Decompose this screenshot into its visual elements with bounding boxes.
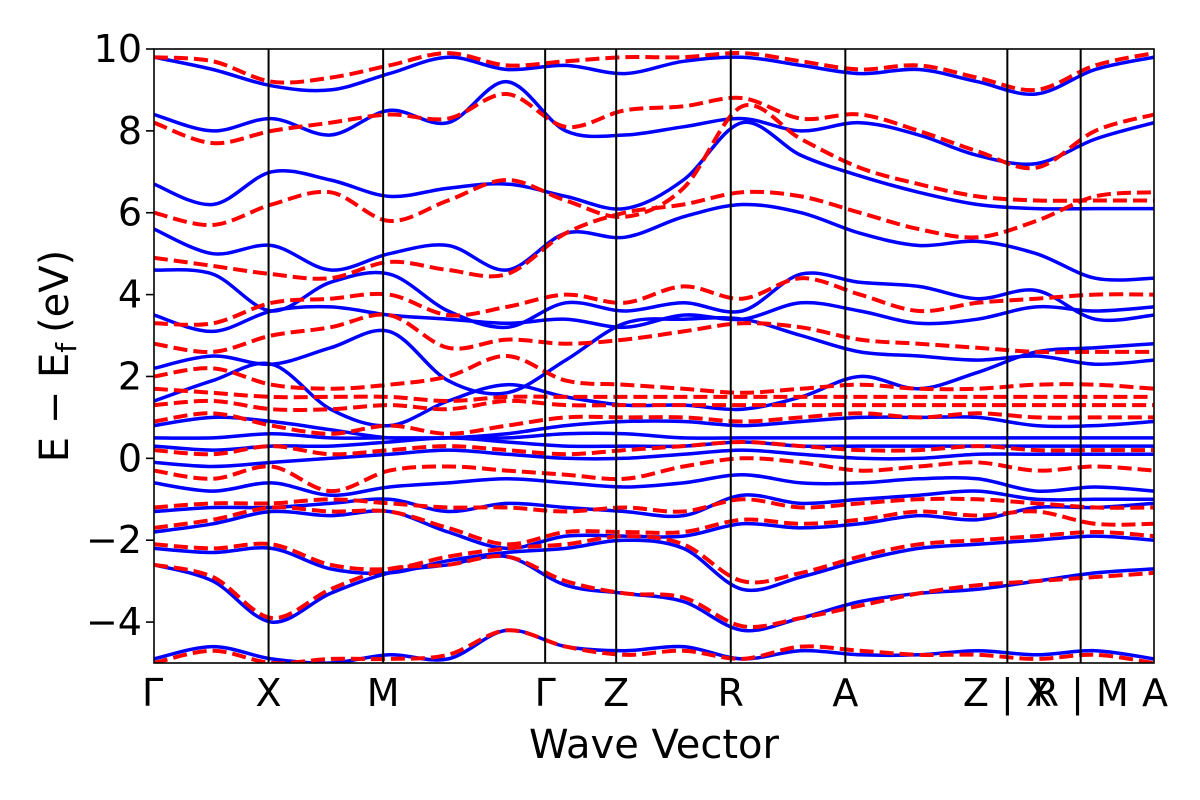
dashed-band-line-0: [154, 628, 1154, 663]
solid-band-line-14: [154, 202, 1154, 282]
y-axis-title-main: E − E: [32, 353, 78, 463]
x-tick-label: M: [367, 671, 400, 715]
y-tick-label: −2: [86, 518, 142, 562]
x-tick-label: Z | X: [963, 671, 1052, 716]
x-tick-label: R | M: [1033, 671, 1129, 716]
dashed-band-line-14: [154, 102, 1154, 228]
plot-area: [154, 51, 1154, 663]
plot-frame: [153, 48, 1155, 664]
x-tick-label: A: [1142, 671, 1168, 715]
y-tick-label: 0: [118, 436, 142, 480]
x-tick-label: A: [832, 671, 858, 715]
dashed-band-line-16: [154, 51, 1154, 93]
solid-band-line-15: [154, 120, 1154, 211]
solid-band-line-8: [154, 431, 1154, 440]
y-axis-title-unit: (eV): [32, 250, 78, 333]
y-axis-title: E − Ef (eV): [32, 250, 83, 463]
solid-band-line-16: [154, 79, 1154, 166]
solid-band-line-6: [154, 448, 1154, 469]
dashed-band-line-13: [154, 189, 1154, 281]
dashed-band-line-12: [154, 276, 1154, 327]
dashed-band-line-10: [154, 353, 1154, 395]
x-tick-label: X: [256, 671, 282, 715]
x-tick-label: Z: [603, 671, 629, 715]
dashed-band-line-3: [154, 505, 1154, 547]
solid-band-line-9: [154, 415, 1154, 441]
dashed-band-line-15: [154, 91, 1154, 171]
solid-band-line-11: [154, 316, 1154, 396]
x-tick-label: R: [718, 671, 744, 715]
dashed-band-line-7: [154, 411, 1154, 436]
y-tick-label: 4: [118, 273, 142, 317]
x-axis: Γ X M Γ Z R A Z | XR | M A: [142, 671, 1168, 716]
x-axis-title: Wave Vector: [529, 722, 780, 768]
dashed-band-line-4: [154, 496, 1154, 514]
dashed-band-line-6: [154, 439, 1154, 457]
y-tick-label: 2: [118, 354, 142, 398]
y-axis: −4 −2 0 2 4 6 8 10: [86, 27, 154, 644]
solid-band-line-0: [154, 628, 1154, 663]
x-tick-label: Γ: [142, 671, 163, 715]
y-tick-label: 8: [118, 109, 142, 153]
solid-band-line-12: [154, 300, 1154, 334]
solid-band-line-13: [154, 268, 1154, 330]
dashed-band-line-11: [154, 312, 1154, 355]
solid-band-line-17: [154, 55, 1154, 96]
solid-band-line-2: [154, 534, 1154, 593]
solid-band-line-4: [154, 489, 1154, 519]
dashed-band-line-1: [154, 554, 1154, 629]
solid-band-line-5: [154, 472, 1154, 497]
dashed-band-line-2: [154, 529, 1154, 585]
y-tick-label: 6: [118, 191, 142, 235]
x-tick-label: Γ: [535, 671, 556, 715]
dashed-band-line-9: [154, 386, 1154, 404]
high-symmetry-lines: [267, 49, 1082, 663]
y-tick-label: 10: [94, 27, 142, 71]
y-tick-label: −4: [86, 600, 142, 644]
dashed-band-line-5: [154, 456, 1154, 494]
y-axis-title-sub: f: [50, 342, 83, 353]
dashed-band-line-8: [154, 398, 1154, 412]
